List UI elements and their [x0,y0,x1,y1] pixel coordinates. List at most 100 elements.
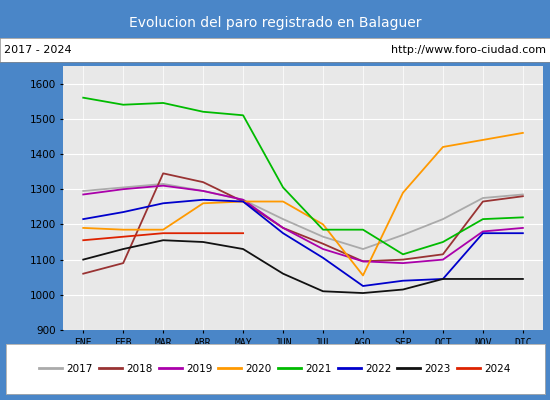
2021 [400,252,406,257]
2021 [480,217,486,222]
2023 [439,276,446,281]
2021 [520,215,526,220]
2017 [80,188,86,193]
2018 [240,199,246,204]
2024 [80,238,86,243]
2018 [80,271,86,276]
2019 [240,197,246,202]
2024 [240,231,246,236]
2017 [120,185,127,190]
2017 [280,217,287,222]
2020 [280,199,287,204]
Line: 2018: 2018 [83,173,523,274]
Text: http://www.foro-ciudad.com: http://www.foro-ciudad.com [390,45,546,55]
2020 [400,190,406,195]
2022 [320,256,326,260]
2022 [160,201,167,206]
2017 [240,197,246,202]
2020 [160,227,167,232]
2019 [320,247,326,252]
2020 [480,138,486,142]
2018 [160,171,167,176]
2018 [400,257,406,262]
2023 [360,291,366,296]
2023 [320,289,326,294]
2019 [160,183,167,188]
2020 [520,130,526,135]
2022 [480,231,486,236]
2023 [480,276,486,281]
Text: Evolucion del paro registrado en Balaguer: Evolucion del paro registrado en Balague… [129,16,421,30]
2020 [439,144,446,149]
2022 [360,284,366,288]
2020 [320,222,326,227]
2018 [280,226,287,230]
2023 [160,238,167,243]
2024 [200,231,206,236]
2019 [480,229,486,234]
2017 [200,188,206,193]
2021 [240,113,246,118]
Line: 2020: 2020 [83,133,523,276]
Line: 2022: 2022 [83,200,523,286]
2018 [480,199,486,204]
2021 [320,227,326,232]
2018 [360,259,366,264]
2020 [240,199,246,204]
2023 [240,247,246,252]
2019 [80,192,86,197]
Legend: 2017, 2018, 2019, 2020, 2021, 2022, 2023, 2024: 2017, 2018, 2019, 2020, 2021, 2022, 2023… [35,360,515,378]
2022 [240,199,246,204]
2023 [520,276,526,281]
2018 [439,252,446,257]
2019 [400,261,406,266]
2018 [200,180,206,184]
Line: 2019: 2019 [83,186,523,263]
2017 [360,247,366,252]
2022 [200,197,206,202]
2023 [200,240,206,244]
2022 [520,231,526,236]
2020 [200,201,206,206]
2021 [160,100,167,105]
2019 [520,226,526,230]
2021 [200,109,206,114]
Line: 2024: 2024 [83,233,243,240]
2017 [439,217,446,222]
2019 [360,259,366,264]
2020 [360,273,366,278]
2019 [280,226,287,230]
2021 [80,95,86,100]
2021 [439,240,446,244]
2020 [120,227,127,232]
2017 [520,192,526,197]
2022 [120,210,127,214]
2022 [80,217,86,222]
2021 [280,185,287,190]
2023 [280,271,287,276]
2020 [80,226,86,230]
2022 [439,276,446,281]
2024 [120,234,127,239]
2019 [120,187,127,192]
2018 [520,194,526,199]
2018 [320,241,326,246]
2019 [439,257,446,262]
2017 [160,182,167,186]
2019 [200,188,206,193]
2023 [120,247,127,252]
2024 [160,231,167,236]
Line: 2023: 2023 [83,240,523,293]
Line: 2017: 2017 [83,184,523,249]
2017 [400,232,406,237]
2018 [120,261,127,266]
2017 [480,196,486,200]
2022 [400,278,406,283]
2022 [280,231,287,236]
2017 [320,234,326,239]
2021 [360,227,366,232]
2023 [400,287,406,292]
Text: 2017 - 2024: 2017 - 2024 [4,45,72,55]
2023 [80,257,86,262]
2021 [120,102,127,107]
